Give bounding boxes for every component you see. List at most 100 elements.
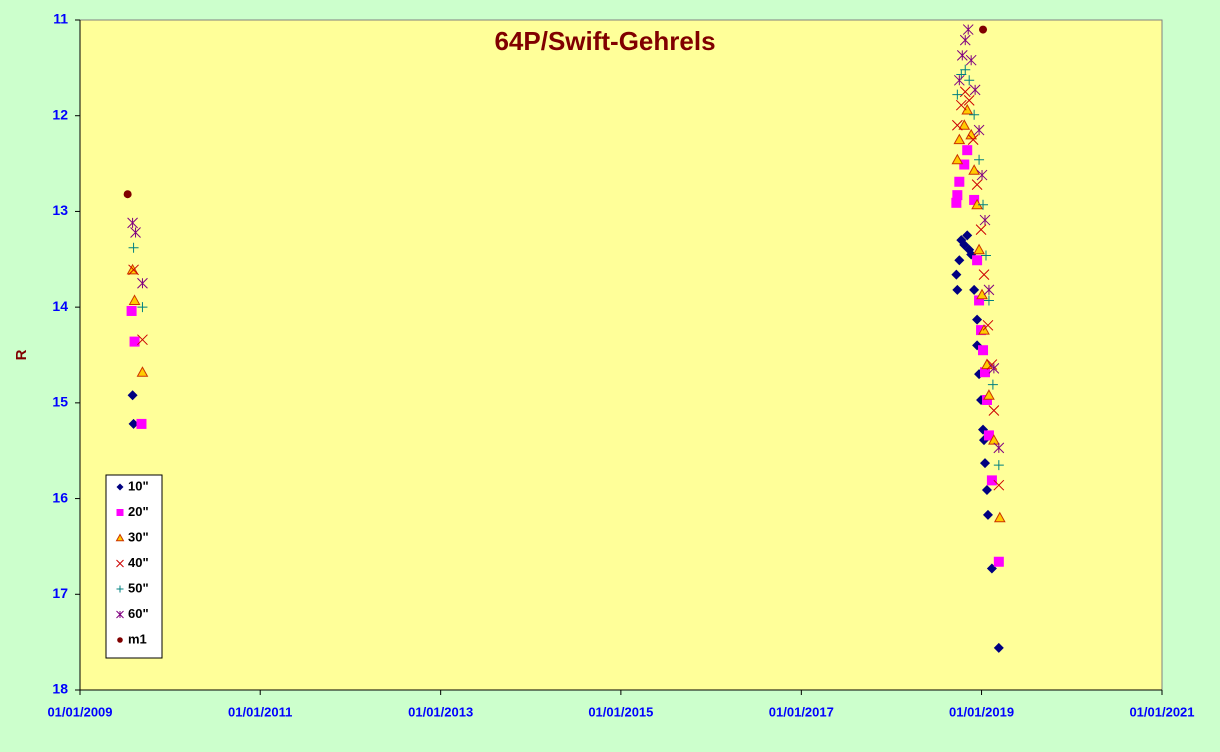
- marker: [962, 24, 974, 35]
- marker: [968, 164, 980, 175]
- marker: [978, 269, 990, 280]
- marker: [981, 484, 992, 495]
- marker: [983, 430, 994, 441]
- marker: [962, 145, 973, 156]
- marker: [959, 34, 971, 46]
- marker: [979, 367, 990, 378]
- marker: [128, 418, 139, 429]
- marker: [982, 509, 993, 520]
- marker: [137, 334, 148, 346]
- chart-title: 64P/Swift-Gehrels: [494, 26, 715, 56]
- marker: [128, 242, 139, 253]
- marker: [952, 284, 963, 295]
- y-axis-label: R: [13, 349, 30, 360]
- marker: [963, 95, 975, 106]
- marker: [964, 75, 975, 86]
- marker: [969, 194, 980, 205]
- marker: [975, 224, 987, 235]
- marker: [951, 197, 962, 208]
- marker: [993, 479, 1005, 491]
- marker: [116, 483, 124, 491]
- x-tick-label: 01/01/2013: [408, 704, 473, 719]
- x-tick-label: 01/01/2015: [588, 704, 653, 719]
- marker: [960, 64, 971, 75]
- marker: [962, 230, 973, 241]
- marker: [955, 99, 967, 111]
- marker: [137, 302, 148, 313]
- marker: [988, 434, 1000, 445]
- marker: [971, 179, 983, 190]
- marker: [951, 119, 963, 131]
- legend-label: 30": [128, 529, 149, 544]
- legend-label: 10": [128, 478, 149, 493]
- marker: [979, 25, 988, 34]
- marker: [982, 319, 994, 331]
- marker: [986, 475, 997, 486]
- legend-label: 60": [128, 606, 149, 621]
- marker: [988, 405, 1000, 416]
- legend-label: 20": [128, 504, 149, 519]
- marker: [117, 637, 123, 643]
- marker: [974, 154, 985, 165]
- marker: [952, 89, 963, 100]
- x-tick-label: 01/01/2017: [769, 704, 834, 719]
- y-tick-label: 12: [52, 106, 68, 122]
- legend: [105, 474, 163, 659]
- marker: [983, 389, 995, 400]
- marker: [116, 610, 124, 619]
- marker: [969, 84, 981, 96]
- marker: [969, 284, 980, 295]
- marker: [951, 269, 962, 280]
- marker: [126, 305, 137, 316]
- marker: [978, 199, 989, 210]
- marker: [993, 556, 1004, 567]
- marker: [136, 418, 147, 429]
- marker: [983, 295, 994, 306]
- marker: [953, 133, 966, 145]
- marker: [965, 54, 977, 66]
- marker: [958, 119, 971, 130]
- marker: [961, 103, 974, 115]
- marker: [978, 345, 989, 356]
- marker: [980, 250, 991, 261]
- marker: [116, 559, 124, 568]
- marker: [972, 255, 983, 266]
- marker: [979, 214, 991, 226]
- marker: [969, 109, 980, 120]
- y-tick-label: 18: [52, 681, 68, 697]
- marker: [973, 124, 985, 136]
- marker: [116, 509, 124, 516]
- marker: [979, 458, 990, 469]
- marker: [972, 314, 983, 325]
- legend-label: m1: [128, 631, 147, 646]
- marker: [953, 74, 965, 86]
- y-tick-label: 11: [53, 11, 68, 27]
- marker: [127, 217, 138, 229]
- x-tick-label: 01/01/2011: [228, 704, 292, 719]
- marker: [974, 295, 985, 306]
- y-tick-label: 14: [52, 298, 68, 314]
- marker: [986, 359, 998, 370]
- marker: [983, 284, 995, 296]
- y-tick-label: 13: [52, 202, 68, 218]
- marker: [130, 227, 141, 238]
- legend-label: 50": [128, 580, 149, 595]
- marker: [993, 460, 1004, 471]
- marker: [973, 243, 985, 255]
- x-tick-label: 01/01/2009: [47, 704, 112, 719]
- marker: [988, 363, 1000, 374]
- marker: [976, 169, 988, 181]
- marker: [993, 511, 1006, 523]
- marker: [981, 394, 992, 405]
- marker: [129, 336, 140, 347]
- marker: [954, 255, 965, 266]
- plot-area: [79, 19, 1163, 691]
- y-tick-label: 17: [52, 585, 68, 601]
- marker: [127, 390, 138, 401]
- y-tick-label: 15: [52, 394, 68, 410]
- marker: [959, 159, 970, 170]
- x-tick-label: 01/01/2021: [1129, 704, 1194, 719]
- marker: [956, 50, 968, 61]
- marker: [137, 277, 148, 289]
